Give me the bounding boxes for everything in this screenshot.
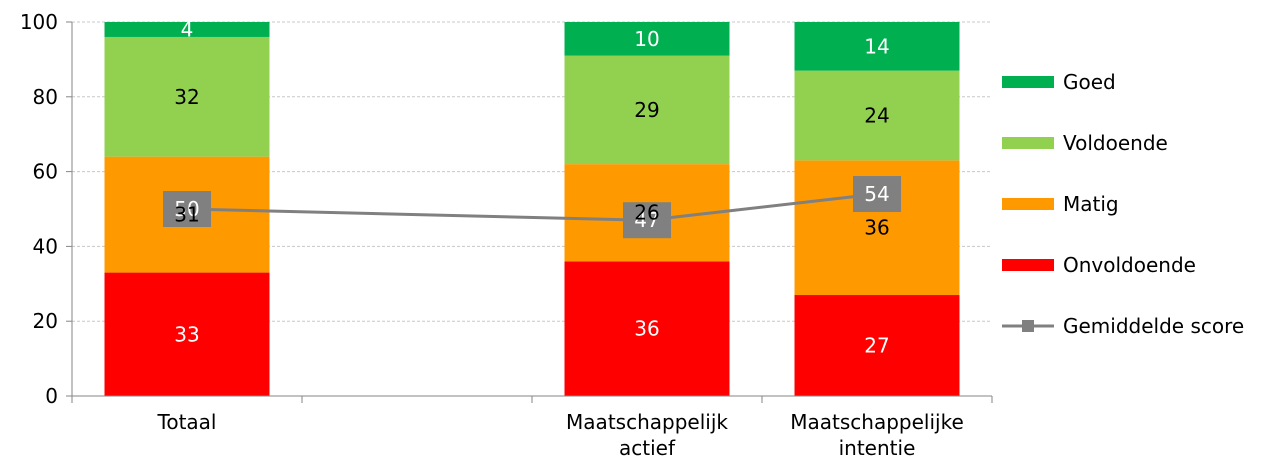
bar-onvoldoende	[104, 272, 270, 396]
bar-goed	[104, 22, 270, 37]
bars	[104, 22, 960, 396]
legend-label: Gemiddelde score	[1063, 314, 1244, 338]
data-label: 32	[174, 85, 199, 109]
legend-label: Voldoende	[1063, 131, 1168, 155]
y-tick-label: 60	[33, 160, 58, 184]
bar-goed	[564, 22, 730, 56]
data-label: 4	[181, 17, 194, 41]
legend-marker	[1022, 320, 1034, 332]
legend-swatch	[1002, 259, 1054, 271]
legend-swatch	[1002, 137, 1054, 149]
average-line: 50 47 54	[163, 176, 901, 239]
bar-onvoldoende	[564, 261, 730, 396]
bar-onvoldoende	[794, 295, 960, 396]
data-label: 14	[864, 34, 889, 58]
category-label: Totaal	[157, 410, 217, 434]
bar-voldoende	[564, 55, 730, 165]
bar-voldoende	[104, 36, 270, 157]
category-label: intentie	[839, 436, 916, 460]
legend-label: Goed	[1063, 70, 1116, 94]
data-label: 27	[864, 334, 889, 358]
bar-voldoende	[794, 70, 960, 161]
data-labels: 33 31 32 4 36 26 29 10 27 36 24 14	[174, 17, 889, 357]
data-label: 33	[174, 322, 199, 346]
y-tick-label: 100	[20, 10, 58, 34]
average-label: 47	[634, 208, 659, 232]
legend-swatch	[1002, 76, 1054, 88]
data-label: 36	[864, 216, 889, 240]
y-tick-label: 40	[33, 234, 58, 258]
y-tick-label: 20	[33, 309, 58, 333]
legend-swatch	[1002, 198, 1054, 210]
legend-label: Onvoldoende	[1063, 253, 1196, 277]
average-marker	[853, 176, 901, 213]
data-label: 31	[174, 203, 199, 227]
legend-label: Matig	[1063, 192, 1119, 216]
average-marker	[623, 202, 671, 239]
average-marker	[163, 191, 211, 227]
data-label: 36	[634, 317, 659, 341]
category-label: actief	[619, 436, 676, 460]
data-label: 26	[634, 201, 659, 225]
category-label: Maatschappelijke	[790, 410, 964, 434]
average-label: 50	[174, 197, 199, 221]
y-tick-label: 80	[33, 85, 58, 109]
legend: Goed Voldoende Matig Onvoldoende Gemiddelde …	[1002, 70, 1244, 338]
data-label: 24	[864, 104, 889, 128]
data-label: 10	[634, 27, 659, 51]
bar-goed	[794, 22, 960, 71]
average-line-segment	[186, 207, 648, 222]
data-label: 29	[634, 98, 659, 122]
average-line-segment	[646, 192, 878, 222]
category-label: Maatschappelijk	[566, 410, 728, 434]
average-label: 54	[864, 182, 889, 206]
y-tick-label: 0	[45, 384, 58, 408]
